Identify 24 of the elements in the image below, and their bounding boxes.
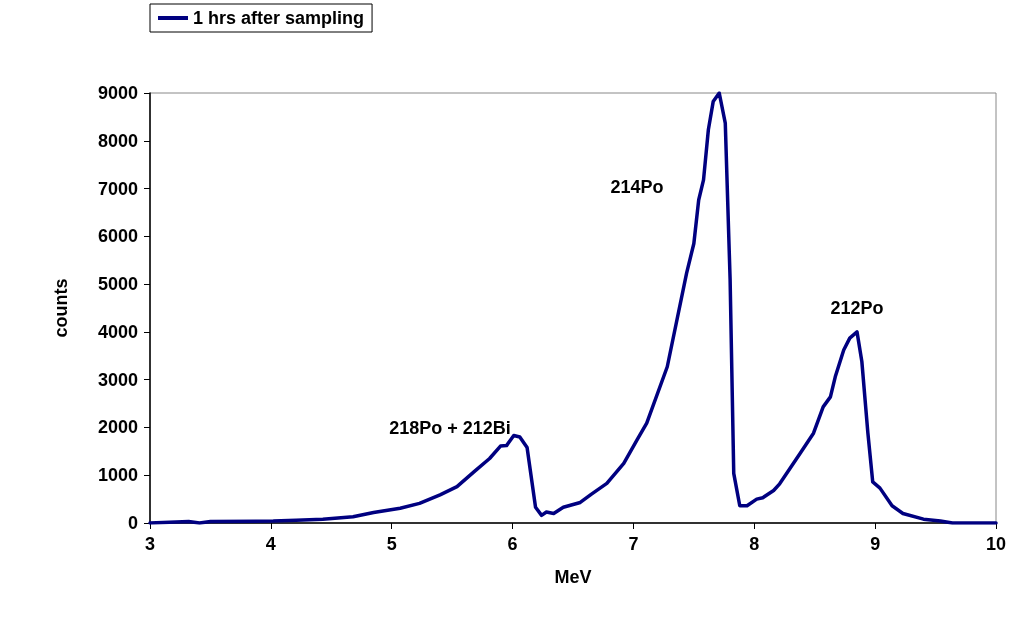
x-tick-label: 6 [507,534,518,554]
y-tick-label: 5000 [97,274,138,295]
y-tick-label: 7000 [97,178,138,199]
annotation: 214Po [610,177,664,197]
y-tick-label: 9000 [97,83,138,103]
x-tick-label: 3 [144,534,156,554]
legend-label: 1 hrs after sampling [193,8,365,28]
y-tick-label: 2000 [97,417,138,438]
y-tick-label: 4000 [97,321,138,342]
y-tick-label: 0 [127,513,138,533]
x-tick-label: 5 [386,534,397,554]
x-tick-label: 10 [985,534,1007,554]
y-tick-label: 8000 [97,130,138,151]
annotation: 212Po [830,298,884,318]
y-tick-label: 1000 [97,465,138,486]
x-axis-title: MeV [554,567,592,587]
y-tick-label: 3000 [97,369,138,390]
y-axis-title: counts [51,278,71,338]
x-tick-label: 7 [628,534,639,554]
x-tick-label: 9 [870,534,881,554]
annotation: 218Po + 212Bi [389,418,511,438]
x-tick-label: 8 [749,534,760,554]
y-tick-label: 6000 [97,226,138,247]
x-tick-label: 4 [265,534,276,554]
